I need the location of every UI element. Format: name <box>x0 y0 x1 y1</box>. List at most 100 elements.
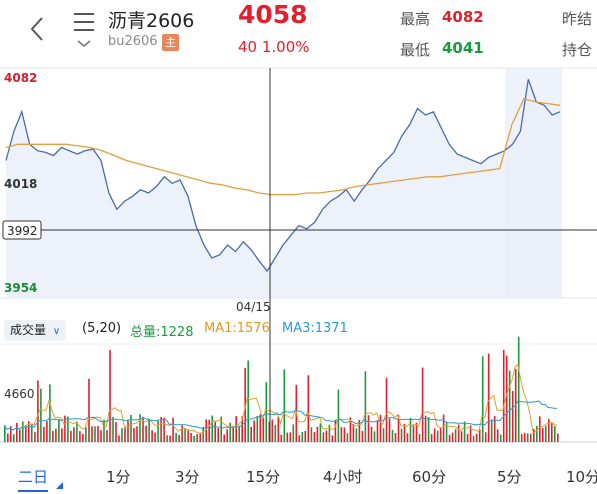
volume-ma1: MA1:1576 <box>204 321 270 336</box>
volume-bar <box>22 421 24 442</box>
volume-bar <box>505 355 508 442</box>
volume-bar <box>34 432 36 442</box>
volume-bar <box>475 433 478 442</box>
volume-bar <box>52 430 54 442</box>
volume-bar <box>376 420 379 442</box>
volume-bar <box>373 431 376 442</box>
volume-bar <box>190 433 192 442</box>
tab-1min[interactable]: 1分 <box>106 468 131 486</box>
volume-bar <box>418 434 421 442</box>
indicator-dropdown-label: 成交量 <box>10 323 47 337</box>
y-axis-label-mid: 4018 <box>4 177 37 191</box>
volume-bar <box>484 432 487 442</box>
chevron-down-icon: ∨ <box>52 326 61 337</box>
volume-bar <box>10 426 12 442</box>
volume-bar <box>82 434 84 442</box>
volume-bar <box>109 350 111 442</box>
volume-bar <box>169 435 171 442</box>
volume-bar <box>400 428 403 442</box>
volume-bar <box>175 432 177 442</box>
y-axis-label-high: 4082 <box>4 71 37 85</box>
volume-bar <box>274 425 277 442</box>
volume-bar <box>454 429 457 442</box>
low-value: 4041 <box>442 39 484 57</box>
volume-bar <box>40 388 42 442</box>
volume-bar <box>442 414 445 442</box>
volume-bar <box>211 415 213 442</box>
volume-bar <box>85 426 87 442</box>
volume-bar <box>229 422 231 442</box>
tab-options-corner-icon <box>56 482 63 489</box>
intraday-chart[interactable]: 4082 4018 3954 4660 3992 <box>0 62 597 462</box>
volume-bar <box>439 428 442 442</box>
contract-menu-button[interactable] <box>70 8 98 52</box>
volume-bar <box>508 370 511 442</box>
high-value: 4082 <box>442 8 484 26</box>
volume-bar <box>370 426 373 442</box>
volume-bar <box>160 416 162 442</box>
volume-bar <box>487 353 490 442</box>
volume-bar <box>539 416 541 442</box>
volume-bar <box>97 426 99 442</box>
volume-bar <box>232 427 234 442</box>
indicator-dropdown[interactable]: 成交量 ∨ <box>4 320 67 341</box>
volume-bar <box>409 417 412 442</box>
volume-bar <box>517 336 520 442</box>
volume-bar <box>424 415 427 442</box>
high-label: 最高 <box>400 10 431 28</box>
volume-bar <box>220 416 222 442</box>
tab-4hour[interactable]: 4小时 <box>323 468 363 486</box>
volume-bar <box>163 417 165 442</box>
tab-3min[interactable]: 3分 <box>175 468 200 486</box>
tab-5min[interactable]: 5分 <box>497 468 522 486</box>
tab-10min[interactable]: 10分 <box>566 468 597 486</box>
volume-bar <box>451 432 454 442</box>
volume-bar <box>76 421 78 442</box>
volume-bar <box>466 434 469 442</box>
low-label: 最低 <box>400 41 431 59</box>
volume-bar <box>289 432 292 442</box>
volume-bar <box>322 432 325 442</box>
volume-bar <box>7 433 9 442</box>
volume-bar <box>557 433 559 442</box>
position-label: 持仓 <box>562 41 593 59</box>
volume-axis-label: 4660 <box>4 387 35 401</box>
volume-bar <box>355 428 358 442</box>
volume-bars <box>4 336 559 442</box>
chevron-left-icon <box>30 17 43 41</box>
volume-bar <box>55 428 57 442</box>
volume-bar <box>412 424 415 442</box>
volume-bar <box>536 425 538 442</box>
volume-bar <box>280 434 283 442</box>
volume-bar <box>286 432 289 442</box>
volume-bar <box>361 430 364 442</box>
volume-bar <box>235 416 237 442</box>
volume-bar <box>103 419 105 442</box>
volume-bar <box>448 434 451 442</box>
back-button[interactable] <box>22 12 52 46</box>
volume-bar <box>127 419 129 442</box>
volume-bar <box>445 422 448 442</box>
volume-bar <box>226 429 228 442</box>
volume-bar <box>554 425 556 442</box>
volume-bar <box>223 434 225 442</box>
volume-bar <box>397 414 400 442</box>
active-tab-underline <box>18 490 48 492</box>
volume-bar <box>19 429 21 442</box>
volume-bar <box>28 421 30 442</box>
volume-bar <box>151 430 153 442</box>
volume-ma3: MA3:1371 <box>282 321 348 336</box>
volume-bar <box>172 417 174 442</box>
volume-bar <box>139 414 141 442</box>
volume-bar <box>533 429 535 442</box>
tab-two-day[interactable]: 二日 <box>18 468 49 486</box>
tab-15min[interactable]: 15分 <box>246 468 281 486</box>
crosshair-price-box <box>2 220 42 240</box>
volume-bar <box>433 428 436 442</box>
volume-bar <box>265 382 268 442</box>
tab-60min[interactable]: 60分 <box>412 468 447 486</box>
volume-bar <box>292 424 295 442</box>
volume-bar <box>463 421 466 442</box>
volume-bar <box>367 415 370 442</box>
volume-bar <box>145 425 147 442</box>
